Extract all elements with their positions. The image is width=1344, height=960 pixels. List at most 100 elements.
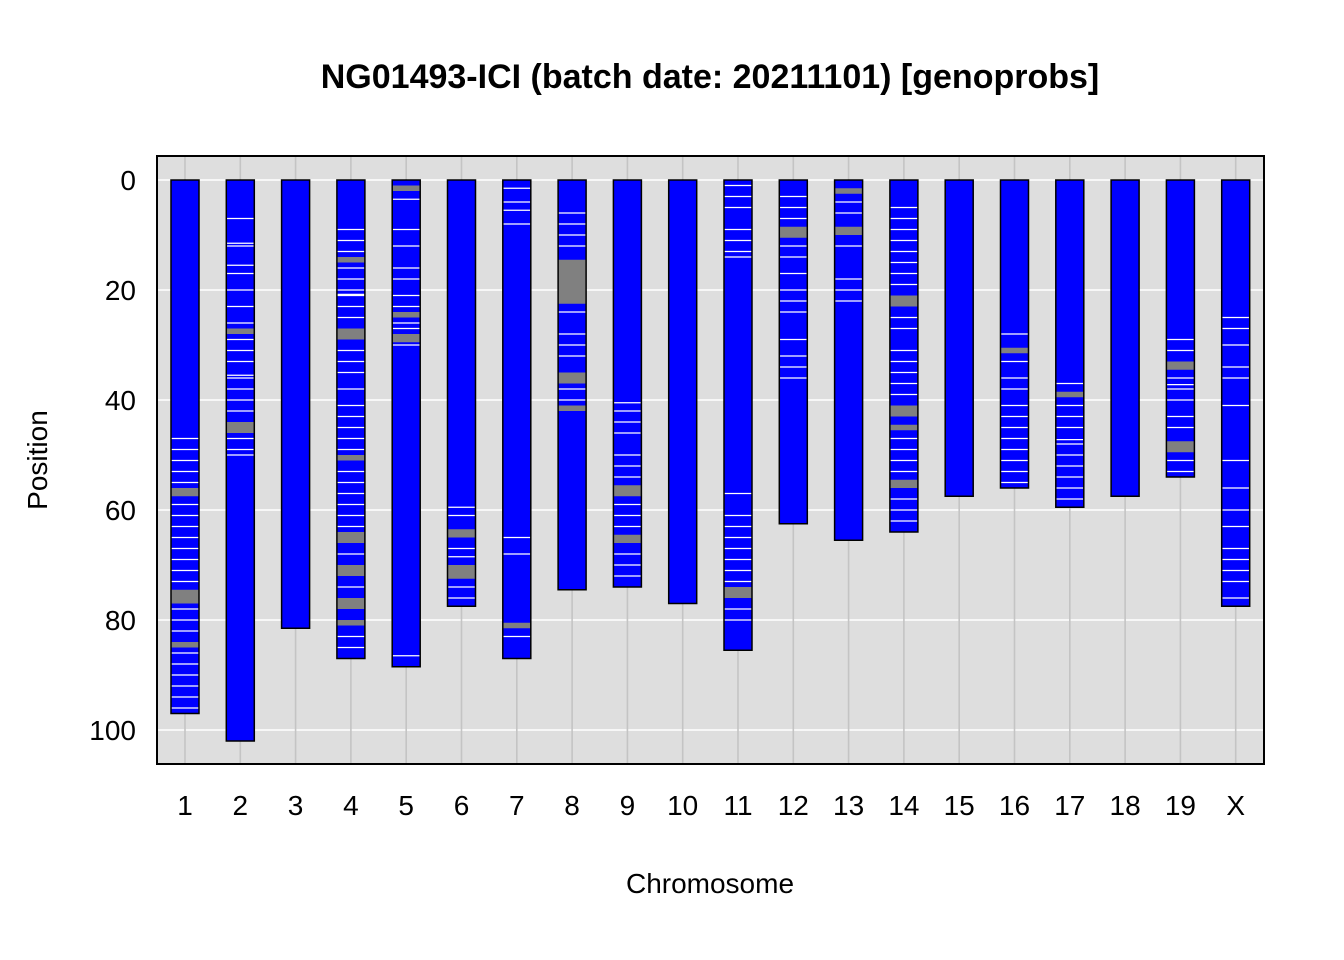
chromosome-bar [668, 180, 697, 604]
gray-marker-block [336, 257, 365, 263]
gray-marker-block [336, 620, 365, 626]
plot-border [156, 155, 1265, 765]
x-tick-label: 19 [1165, 790, 1196, 821]
y-tick-label: 60 [105, 495, 136, 526]
plot-background [157, 156, 1264, 764]
chromosome-bar [502, 180, 531, 659]
x-tick-label: 7 [509, 790, 525, 821]
gray-marker-block [889, 405, 918, 417]
chromosome-bar [392, 180, 421, 667]
gray-marker-block [447, 565, 476, 579]
y-tick-label: 80 [105, 605, 136, 636]
x-tick-label: 17 [1054, 790, 1085, 821]
chromosome-bar [834, 180, 863, 541]
x-tick-label: 10 [667, 790, 698, 821]
x-tick-label: 13 [833, 790, 864, 821]
gray-marker-block [502, 622, 531, 629]
x-tick-label: 1 [177, 790, 193, 821]
gray-marker-block [171, 488, 199, 497]
gray-marker-block [558, 259, 587, 304]
gray-marker-block [1166, 441, 1195, 453]
y-tick-label: 100 [89, 715, 136, 746]
x-tick-label: 12 [778, 790, 809, 821]
gray-marker-block [336, 532, 365, 543]
gray-marker-block [724, 587, 752, 598]
chromosome-outline [446, 179, 477, 607]
x-tick-label: 2 [233, 790, 249, 821]
gray-marker-block [336, 598, 365, 609]
chromosome-bar [281, 180, 310, 629]
y-tick-label: 40 [105, 385, 136, 416]
gray-marker-block [226, 422, 255, 433]
gray-marker-block [779, 226, 808, 238]
gray-marker-block [336, 565, 365, 576]
x-tick-label: 11 [723, 790, 752, 821]
chromosome-outline [1220, 179, 1251, 607]
gray-marker-block [558, 405, 587, 411]
chromosome-bar [226, 180, 255, 741]
chromosome-bar [889, 180, 918, 532]
gray-marker-block [834, 188, 863, 194]
x-tick-label: 3 [288, 790, 304, 821]
chromosome-bar [945, 180, 974, 497]
chromosome-outline [944, 179, 974, 497]
gray-marker-block [392, 312, 421, 318]
chromosome-bar [447, 180, 476, 607]
gray-marker-block [1000, 347, 1029, 354]
gray-marker-block [336, 328, 365, 340]
chromosome-outline [723, 179, 753, 651]
x-tick-label: 14 [888, 790, 919, 821]
x-axis-title: Chromosome [625, 868, 795, 899]
gray-marker-block [447, 529, 476, 538]
gray-marker-block [1055, 391, 1084, 398]
chromosome-outline [889, 179, 919, 533]
x-tick-label: 16 [999, 790, 1030, 821]
gray-marker-block [336, 455, 365, 461]
chromosome-outline [391, 179, 421, 668]
chromosome-bar [724, 180, 752, 651]
gray-marker-block [613, 534, 642, 543]
chromosome-bar [1055, 180, 1084, 508]
y-tick-label: 0 [120, 165, 136, 196]
x-tick-label: 6 [454, 790, 470, 821]
chromosome-outline [833, 179, 864, 541]
y-tick-label: 20 [105, 275, 136, 306]
chromosome-outline [557, 179, 587, 591]
chromosome-bar [613, 180, 642, 587]
chromosome-bar [1221, 180, 1250, 607]
x-tick-label: 9 [620, 790, 636, 821]
gray-marker-block [558, 372, 587, 384]
x-tick-label: 4 [343, 790, 359, 821]
chromosome-outline [170, 179, 200, 715]
gray-marker-block [834, 226, 863, 235]
x-tick-label: 8 [564, 790, 580, 821]
y-axis-title: Position [22, 410, 53, 510]
gray-marker-block [171, 589, 199, 604]
chromosome-outline [1165, 179, 1196, 478]
chromosome-outline [667, 179, 698, 605]
chromosome-outline [999, 179, 1030, 489]
chromosome-outline [280, 179, 311, 629]
x-tick-label: 5 [398, 790, 414, 821]
chromosome-outline [336, 179, 366, 660]
gray-marker-block [889, 479, 918, 488]
gray-marker-block [226, 328, 255, 334]
chromosome-outline [502, 179, 532, 660]
gray-marker-block [171, 642, 199, 648]
gray-marker-block [392, 334, 421, 343]
gray-marker-block [889, 295, 918, 307]
chart-title: NG01493-ICI (batch date: 20211101) [geno… [320, 58, 1100, 96]
x-tick-label: X [1226, 790, 1245, 821]
gray-marker-block [392, 185, 421, 191]
gray-marker-block [889, 424, 918, 431]
chromosome-outline [225, 179, 256, 742]
x-tick-label: 15 [944, 790, 975, 821]
chromosome-outline [1110, 179, 1140, 497]
chromosome-bar [171, 180, 199, 714]
chromosome-bar [1166, 180, 1195, 477]
gray-marker-block [1166, 361, 1195, 370]
chromosome-outline [612, 179, 643, 588]
chromosome-bar [558, 180, 587, 590]
gray-marker-block [613, 485, 642, 497]
chromosome-bar [1111, 180, 1140, 497]
